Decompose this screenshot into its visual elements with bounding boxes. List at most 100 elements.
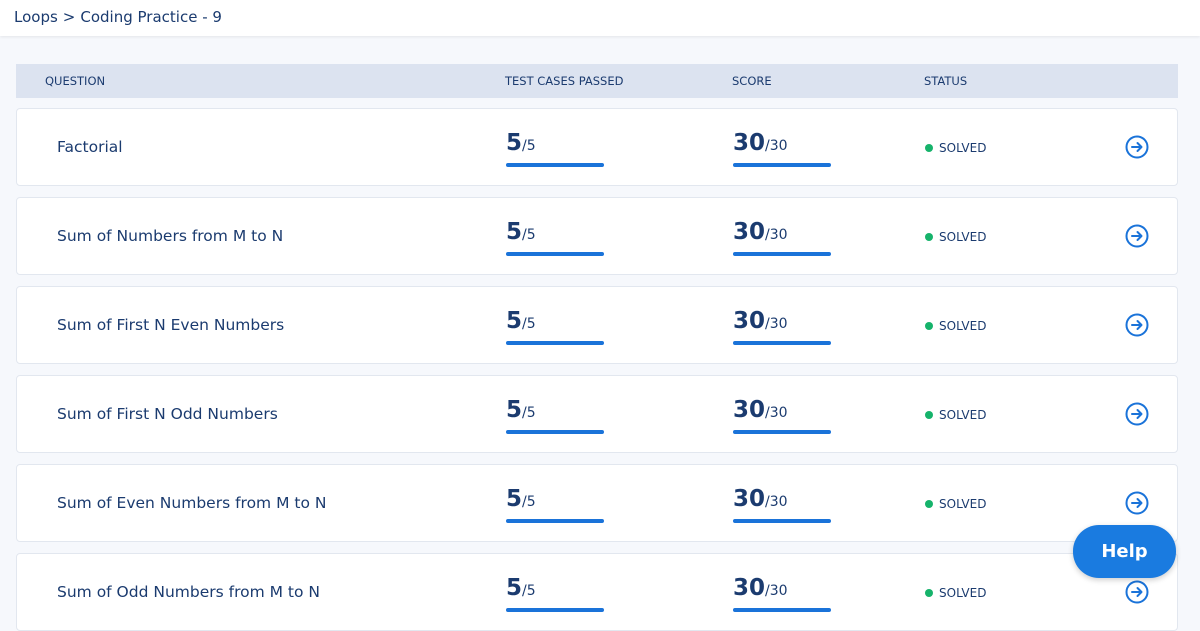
score-fraction: 30/30 bbox=[733, 486, 788, 512]
score-fraction: 30/30 bbox=[733, 575, 788, 601]
tests-progress-bar bbox=[506, 163, 604, 167]
tests-value: 5 bbox=[506, 130, 523, 156]
fraction-separator: / bbox=[522, 138, 527, 154]
status-dot bbox=[925, 589, 933, 597]
table-row[interactable]: Sum of Odd Numbers from M to N 5/5 30/30 SO… bbox=[16, 553, 1178, 631]
fraction-separator: / bbox=[522, 583, 527, 599]
score-progress-bar bbox=[733, 341, 831, 345]
tests-fraction: 5/5 bbox=[506, 219, 536, 245]
table-row[interactable]: Sum of First N Even Numbers 5/5 30/30 SOLVE… bbox=[16, 286, 1178, 364]
tests-fraction: 5/5 bbox=[506, 397, 536, 423]
score-progress-bar bbox=[733, 608, 831, 612]
score-value: 30 bbox=[733, 575, 766, 601]
help-button[interactable]: Help bbox=[1073, 525, 1176, 578]
question-title: Sum of Numbers from M to N bbox=[57, 227, 284, 245]
table-row[interactable]: Sum of Even Numbers from M to N 5/5 30/30 S… bbox=[16, 464, 1178, 542]
status-dot bbox=[925, 500, 933, 508]
tests-total: 5 bbox=[526, 227, 536, 243]
fraction-separator: / bbox=[765, 227, 770, 243]
score-fraction: 30/30 bbox=[733, 130, 788, 156]
status: SOLVED bbox=[925, 586, 986, 600]
tests-progress-bar bbox=[506, 519, 604, 523]
status: SOLVED bbox=[925, 408, 986, 422]
open-arrow[interactable] bbox=[1125, 580, 1149, 604]
score-fraction: 30/30 bbox=[733, 308, 788, 334]
score-value: 30 bbox=[733, 486, 766, 512]
tests-progress-bar bbox=[506, 430, 604, 434]
fraction-separator: / bbox=[765, 583, 770, 599]
tests-total: 5 bbox=[526, 138, 536, 154]
fraction-separator: / bbox=[522, 494, 527, 510]
status-dot bbox=[925, 322, 933, 330]
status-text: SOLVED bbox=[939, 230, 987, 244]
question-title: Factorial bbox=[57, 138, 123, 156]
question-title: Sum of First N Odd Numbers bbox=[57, 405, 278, 423]
tests-progress-bar bbox=[506, 252, 604, 256]
score-fraction: 30/30 bbox=[733, 219, 788, 245]
status-text: SOLVED bbox=[939, 497, 987, 511]
question-title: Sum of Even Numbers from M to N bbox=[57, 494, 327, 512]
tests-fraction: 5/5 bbox=[506, 308, 536, 334]
status: SOLVED bbox=[925, 497, 986, 511]
question-title: Sum of First N Even Numbers bbox=[57, 316, 285, 334]
score-total: 30 bbox=[769, 494, 788, 510]
score-value: 30 bbox=[733, 308, 766, 334]
fraction-separator: / bbox=[765, 494, 770, 510]
tests-value: 5 bbox=[506, 219, 523, 245]
tests-value: 5 bbox=[506, 397, 523, 423]
tests-progress-bar bbox=[506, 341, 604, 345]
open-arrow[interactable] bbox=[1125, 224, 1149, 248]
fraction-separator: / bbox=[522, 227, 527, 243]
question-title: Sum of Odd Numbers from M to N bbox=[57, 583, 321, 601]
fraction-separator: / bbox=[765, 138, 770, 154]
tests-total: 5 bbox=[526, 316, 536, 332]
tests-fraction: 5/5 bbox=[506, 130, 536, 156]
crumb-separator: > bbox=[62, 8, 76, 26]
table-header: QUESTION TEST CASES PASSED SCORE STATUS bbox=[16, 64, 1178, 98]
status-dot bbox=[925, 411, 933, 419]
tests-value: 5 bbox=[506, 486, 523, 512]
score-fraction: 30/30 bbox=[733, 397, 788, 423]
tests-value: 5 bbox=[506, 575, 523, 601]
status-text: SOLVED bbox=[939, 586, 987, 600]
score-progress-bar bbox=[733, 430, 831, 434]
open-arrow[interactable] bbox=[1125, 313, 1149, 337]
status-text: SOLVED bbox=[939, 319, 987, 333]
status-dot bbox=[925, 144, 933, 152]
table-row[interactable]: Factorial 5/5 30/30 SOLVED bbox=[16, 108, 1178, 186]
tests-progress-bar bbox=[506, 608, 604, 612]
status: SOLVED bbox=[925, 230, 986, 244]
open-arrow[interactable] bbox=[1125, 491, 1149, 515]
status-text: SOLVED bbox=[939, 141, 987, 155]
score-value: 30 bbox=[733, 130, 766, 156]
status-dot bbox=[925, 233, 933, 241]
header-cell: QUESTION bbox=[45, 74, 106, 88]
table-row[interactable]: Sum of Numbers from M to N 5/5 30/30 SOLVED bbox=[16, 197, 1178, 275]
score-total: 30 bbox=[769, 316, 788, 332]
score-total: 30 bbox=[769, 583, 788, 599]
tests-total: 5 bbox=[526, 583, 536, 599]
tests-fraction: 5/5 bbox=[506, 486, 536, 512]
breadcrumb: Loops > Coding Practice - 9 bbox=[0, 0, 1200, 36]
header-cell: STATUS bbox=[924, 74, 968, 88]
status: SOLVED bbox=[925, 319, 986, 333]
score-total: 30 bbox=[769, 227, 788, 243]
status-text: SOLVED bbox=[939, 408, 987, 422]
score-value: 30 bbox=[733, 219, 766, 245]
score-progress-bar bbox=[733, 252, 831, 256]
table-row[interactable]: Sum of First N Odd Numbers 5/5 30/30 SOLVED bbox=[16, 375, 1178, 453]
score-total: 30 bbox=[769, 405, 788, 421]
open-arrow[interactable] bbox=[1125, 135, 1149, 159]
tests-total: 5 bbox=[526, 494, 536, 510]
status: SOLVED bbox=[925, 141, 986, 155]
score-progress-bar bbox=[733, 163, 831, 167]
tests-value: 5 bbox=[506, 308, 523, 334]
fraction-separator: / bbox=[765, 316, 770, 332]
tests-fraction: 5/5 bbox=[506, 575, 536, 601]
open-arrow[interactable] bbox=[1125, 402, 1149, 426]
score-progress-bar bbox=[733, 519, 831, 523]
score-total: 30 bbox=[769, 138, 788, 154]
crumb-link[interactable]: Loops bbox=[14, 8, 58, 26]
